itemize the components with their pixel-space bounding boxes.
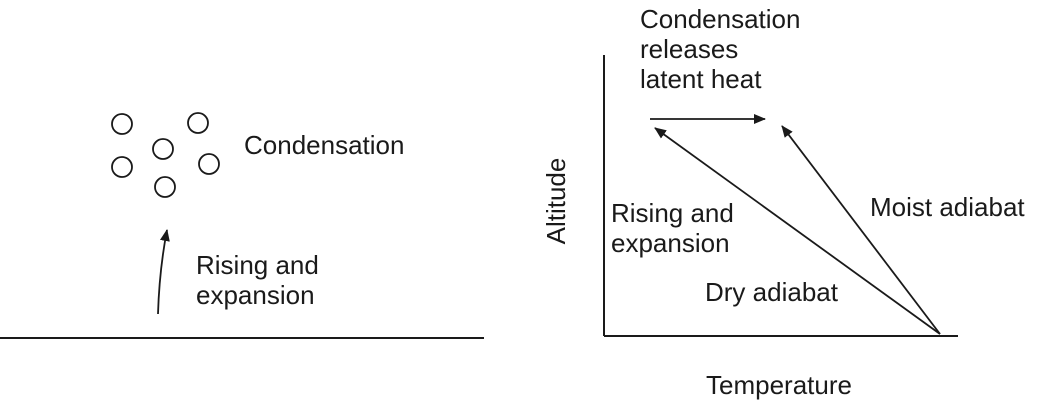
x-axis-label: Temperature [706, 370, 852, 400]
y-axis-label: Altitude [541, 157, 571, 245]
droplet [111, 113, 133, 135]
dry-adiabat-line [654, 127, 941, 335]
droplet [154, 176, 176, 198]
rising-label-line: Rising and [611, 198, 734, 228]
rising-expansion-label-right: Rising and expansion [611, 198, 734, 258]
latent-heat-label-line: latent heat [640, 64, 762, 94]
droplet [198, 153, 220, 175]
latent-heat-label-line: Condensation [640, 4, 801, 34]
moist-adiabat-line [781, 125, 941, 335]
droplet [152, 138, 174, 160]
rising-label-line: Rising and [196, 250, 319, 280]
dry-adiabat-label: Dry adiabat [705, 277, 838, 307]
rising-expansion-label-left: Rising and expansion [196, 250, 319, 310]
rising-parcel-arrow [157, 229, 170, 315]
droplet [187, 112, 209, 134]
latent-heat-label-line: releases [640, 34, 739, 64]
condensation-droplets [111, 112, 220, 198]
rising-label-line: expansion [196, 280, 315, 310]
droplet [111, 156, 133, 178]
moist-adiabat-label: Moist adiabat [870, 192, 1025, 222]
condensation-label: Condensation [244, 130, 405, 160]
condensation-latent-heat-label: Condensation releases latent heat [640, 4, 800, 94]
rising-label-line: expansion [611, 228, 730, 258]
